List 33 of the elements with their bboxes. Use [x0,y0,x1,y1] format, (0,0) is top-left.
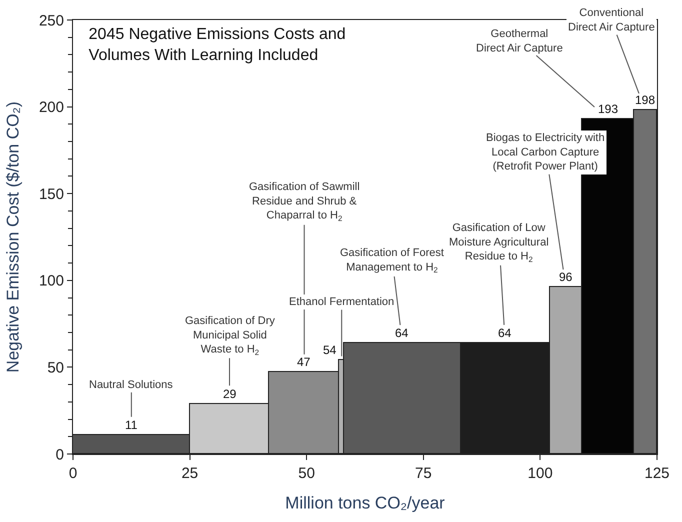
annotation: Ethanol Fermentation [289,296,394,308]
x-tick-label: 50 [298,465,315,482]
annotation: Gasification of Forest Management to H$_{2}$ [340,247,444,275]
x-tick-label: 25 [181,465,198,482]
data-label: 193 [598,102,618,116]
annotation: Biogas to Electricity with Local Carbon Capture (Retrofit Power Plant) [486,132,605,173]
y-tick-label: 100 [38,272,64,290]
x-tick-label: 75 [415,465,432,482]
data-label: 29 [223,387,237,401]
text: 2045 Negative Emissions Costs and Volumes With Learning Included [88,26,346,64]
annotation: Geothermal Direct Air Capture [476,28,563,54]
data-label: 64 [498,326,512,340]
annotation: Nautral Solutions [89,379,174,391]
x-axis-title: Million tons CO₂/year [285,493,446,512]
annotation: Conventional Direct Air Capture [568,7,655,34]
y-tick-label: 250 [38,12,64,30]
x-tick-label: 125 [644,465,670,482]
data-label: 54 [323,343,337,357]
data-label: 11 [125,418,138,432]
data-label: 64 [395,326,409,340]
annotation: Gasification of Dry Municipal Solid Waste to H$_{2}$ [185,315,276,357]
y-axis-title: Negative Emission Cost ($/ton CO₂) [4,101,23,373]
data-label: 96 [559,270,573,284]
x-tick-label: 0 [68,465,78,482]
annotation: Gasification of Sawmill Residue and Shrub & Chaparral to H$_{2}$ [249,181,360,223]
annotation: Gasification of Low Moisture Agricultural Residue to H$_{2}$ [449,222,549,264]
y-tick-label: 50 [47,359,64,376]
y-tick-label: 0 [56,446,64,464]
y-tick-label: 150 [38,186,64,203]
data-label: 198 [635,93,656,107]
data-label: 47 [297,355,311,369]
y-tick-label: 200 [38,99,64,116]
x-tick-label: 100 [528,465,553,482]
